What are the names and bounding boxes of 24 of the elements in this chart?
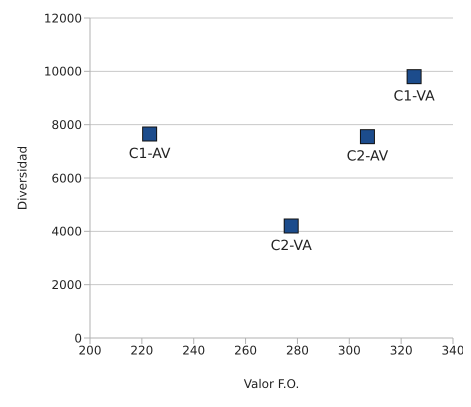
annotation: C2-AV	[346, 148, 389, 165]
x-tick-label: 200	[78, 344, 102, 358]
y-tick-label: 4000	[51, 224, 82, 239]
y-tick-label: 8000	[51, 118, 82, 132]
point	[142, 126, 158, 142]
annotation: C1-AV	[128, 146, 171, 162]
x-tick-label: 220	[130, 344, 154, 358]
y-axis-title: Diversidad	[15, 146, 30, 210]
x-tick-label: 300	[338, 344, 361, 358]
y-tick-label: 12000	[44, 11, 82, 26]
annotation: C1-VA	[394, 88, 436, 105]
point	[284, 218, 299, 234]
point	[360, 129, 375, 144]
x-axis-title: Valor F.O.	[244, 377, 300, 391]
annotation: C2-VA	[270, 238, 312, 254]
x-tick-label: 280	[286, 344, 309, 358]
point	[406, 69, 422, 84]
x-tick-label: 260	[234, 344, 258, 358]
y-tick-label: 6000	[51, 171, 82, 186]
x-tick-label: 320	[390, 344, 413, 358]
y-tick-label: 10000	[44, 64, 82, 79]
x-tick-label: 240	[182, 344, 206, 358]
y-tick-label: 2000	[51, 278, 82, 292]
y-tick-label: 0	[74, 331, 82, 346]
